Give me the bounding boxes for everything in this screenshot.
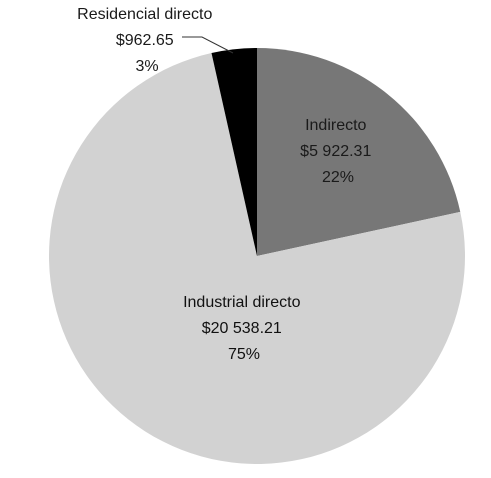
slice-indirecto [257,48,461,256]
slice-amount: $5 922.31 [300,143,371,160]
slice-residencial-directo [211,48,257,256]
slice-name: Residencial directo [77,6,212,23]
slice-label-industrial-directo: Industrial directo $20 538.21 75% [183,294,305,363]
slice-percent: 75% [228,346,260,363]
slice-name: Indirecto [305,117,366,134]
slice-amount: $962.65 [116,32,174,49]
slice-percent: 3% [135,58,158,75]
slice-name: Industrial directo [183,294,300,311]
pie-labels: Indirecto $5 922.31 22% Industrial direc… [77,6,376,363]
slice-label-residencial-directo: Residencial directo $962.65 3% [77,6,217,75]
slice-percent: 22% [322,169,354,186]
slice-label-indirecto: Indirecto $5 922.31 22% [300,117,376,186]
pie-slices [48,48,465,465]
slice-industrial-directo [48,53,465,465]
slice-amount: $20 538.21 [202,320,282,337]
leader-line [182,36,234,54]
